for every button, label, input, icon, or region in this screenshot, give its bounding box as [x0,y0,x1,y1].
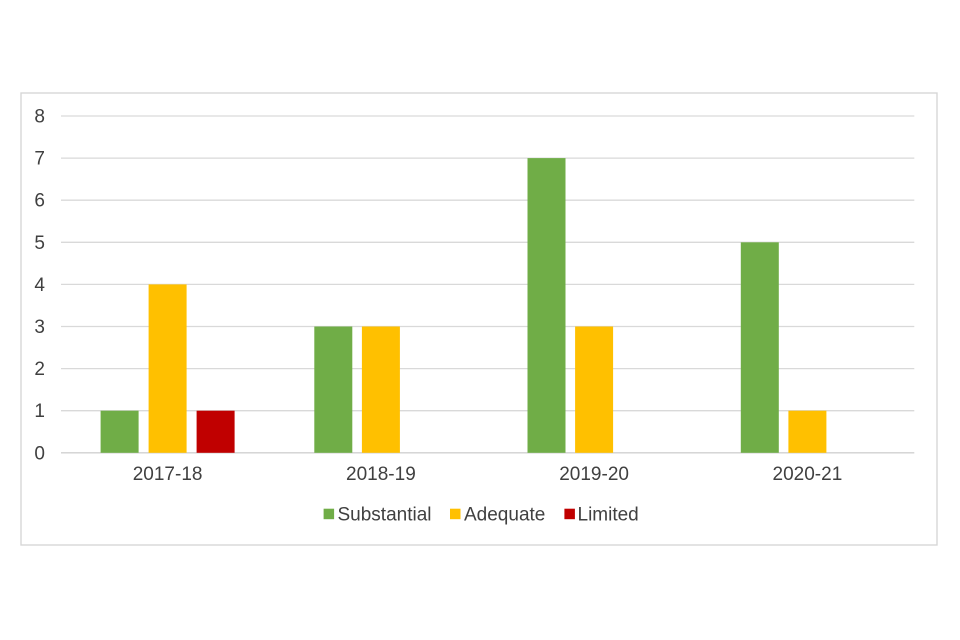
svg-text:8: 8 [34,107,45,128]
svg-text:0: 0 [34,443,45,464]
svg-text:2019-20: 2019-20 [559,464,629,485]
svg-text:2018-19: 2018-19 [346,464,416,485]
svg-text:Substantial: Substantial [338,505,432,526]
svg-text:7: 7 [34,149,45,170]
svg-text:2017-18: 2017-18 [133,464,203,485]
svg-text:2: 2 [34,359,45,380]
svg-text:1: 1 [34,401,45,422]
svg-text:4: 4 [34,275,45,296]
svg-text:5: 5 [34,233,45,254]
svg-text:Adequate: Adequate [464,505,545,526]
svg-text:6: 6 [34,191,45,212]
svg-text:2020-21: 2020-21 [773,464,843,485]
svg-text:3: 3 [34,317,45,338]
svg-text:Limited: Limited [578,505,639,526]
